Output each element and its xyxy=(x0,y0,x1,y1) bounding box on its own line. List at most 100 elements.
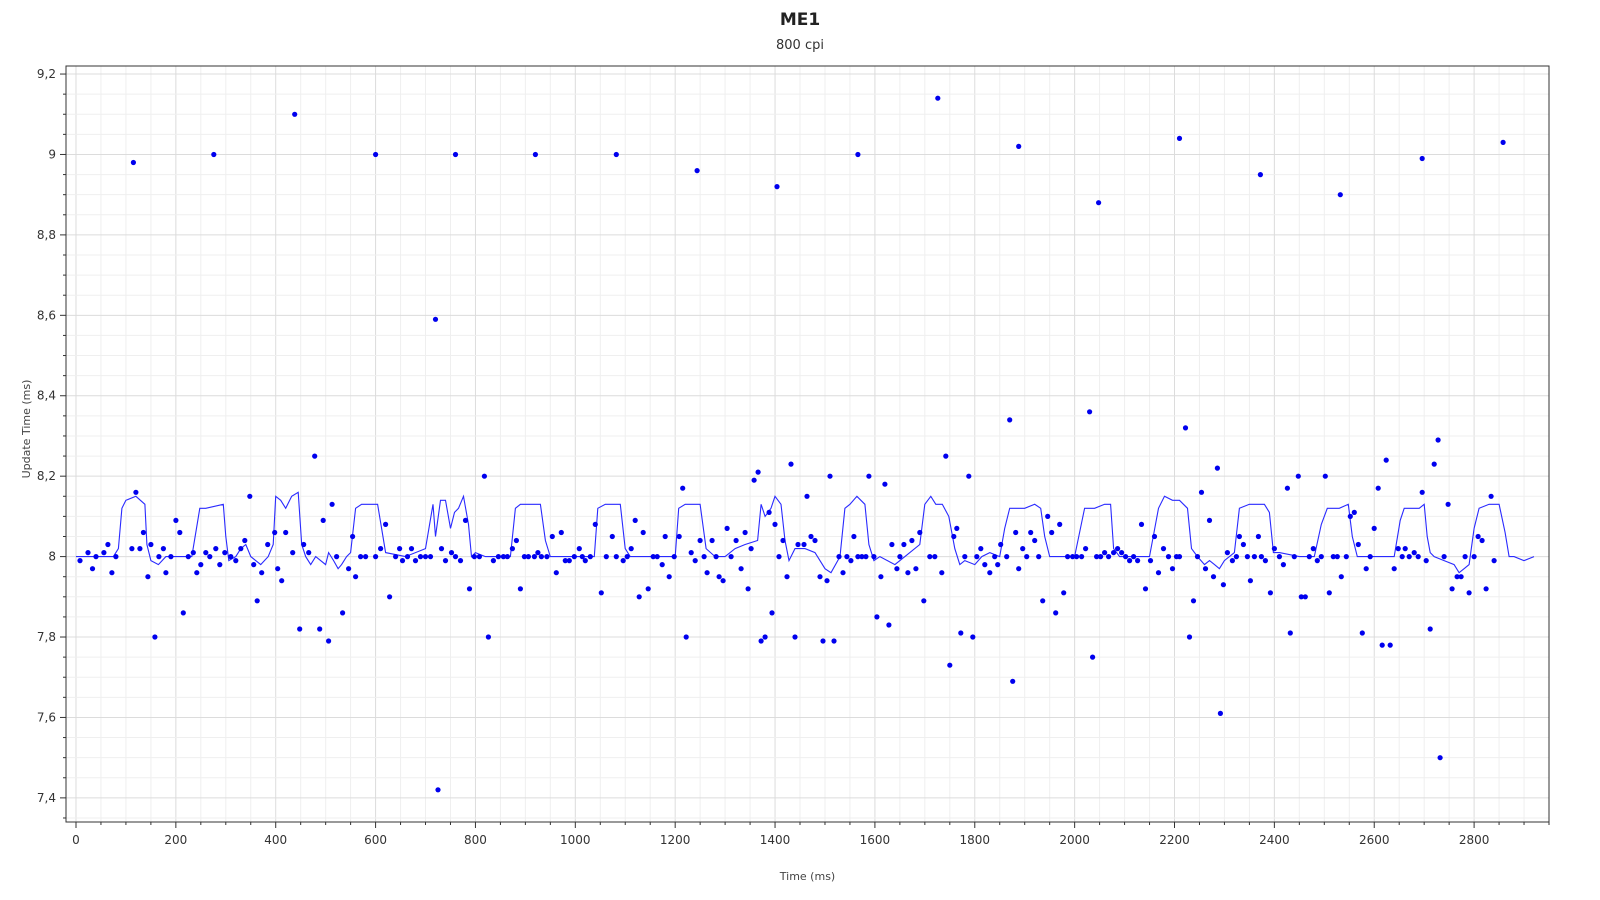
x-tick-label: 2000 xyxy=(1059,833,1090,847)
data-point xyxy=(457,558,464,564)
data-point xyxy=(133,489,139,495)
data-point xyxy=(855,151,861,158)
data-point xyxy=(247,493,253,499)
data-point xyxy=(1070,554,1076,560)
data-point xyxy=(383,521,389,528)
data-point xyxy=(1036,554,1042,560)
data-point xyxy=(1395,546,1401,552)
data-point xyxy=(417,554,424,560)
data-point xyxy=(93,554,99,560)
data-point xyxy=(1198,489,1205,495)
data-point xyxy=(982,562,988,568)
data-point xyxy=(1176,554,1183,560)
data-point xyxy=(1271,546,1277,552)
plot-frame xyxy=(65,65,1550,823)
data-point xyxy=(720,578,726,584)
data-point xyxy=(709,537,715,544)
data-point xyxy=(387,594,393,600)
data-point xyxy=(676,533,682,540)
x-tick-label: 1000 xyxy=(560,833,591,847)
data-point xyxy=(207,554,213,560)
data-point xyxy=(1127,558,1133,564)
data-point xyxy=(801,541,807,548)
data-point xyxy=(613,554,619,560)
data-point xyxy=(152,634,158,640)
data-point xyxy=(1330,554,1336,560)
data-point xyxy=(1135,558,1141,564)
gridlines xyxy=(66,66,1550,822)
data-point xyxy=(1343,554,1349,560)
data-point xyxy=(772,521,778,528)
y-tick-label: 8,2 xyxy=(37,469,56,483)
data-point xyxy=(751,477,757,483)
data-point xyxy=(840,570,846,576)
data-point xyxy=(748,546,754,552)
data-point xyxy=(640,529,646,536)
data-point xyxy=(435,787,441,793)
x-tick-label: 1600 xyxy=(860,833,891,847)
x-tick-label: 400 xyxy=(264,833,287,847)
data-point xyxy=(408,546,415,552)
data-point xyxy=(306,550,312,556)
data-point xyxy=(1471,554,1477,560)
data-point xyxy=(1391,566,1397,572)
data-point xyxy=(654,554,660,560)
data-point xyxy=(1479,537,1485,544)
data-point xyxy=(251,562,257,568)
data-point xyxy=(962,554,968,560)
y-tick-label: 7,6 xyxy=(37,710,56,724)
data-point xyxy=(820,638,826,644)
data-point xyxy=(882,481,888,487)
data-point xyxy=(1267,590,1273,596)
data-point xyxy=(1488,493,1494,499)
data-point xyxy=(334,554,340,560)
data-point xyxy=(1466,590,1472,596)
data-point xyxy=(353,574,359,580)
data-point xyxy=(1258,554,1264,560)
data-point xyxy=(1240,541,1246,548)
data-point xyxy=(1217,710,1223,717)
data-point xyxy=(485,634,491,640)
data-point xyxy=(1284,485,1290,491)
data-point xyxy=(1302,594,1308,600)
data-point xyxy=(452,151,459,158)
data-point xyxy=(1257,172,1263,178)
data-point xyxy=(1010,678,1016,684)
data-point xyxy=(363,554,369,560)
y-tick-label: 8,6 xyxy=(37,308,56,322)
data-point xyxy=(1028,529,1034,536)
data-point xyxy=(140,529,146,536)
data-point xyxy=(905,570,911,576)
data-point xyxy=(521,554,528,560)
data-point xyxy=(688,550,694,556)
data-point xyxy=(495,554,501,560)
data-point xyxy=(970,634,976,640)
data-point xyxy=(1013,529,1019,536)
data-point xyxy=(1155,570,1162,576)
data-point xyxy=(724,525,730,532)
data-point xyxy=(1367,554,1373,560)
data-point xyxy=(1224,550,1230,556)
data-point xyxy=(1214,465,1220,471)
data-point xyxy=(101,550,107,556)
data-point xyxy=(148,541,154,548)
series-layer xyxy=(76,95,1535,793)
data-point xyxy=(373,151,379,158)
data-point xyxy=(312,453,318,459)
data-point xyxy=(598,590,604,596)
data-point xyxy=(422,554,429,560)
data-point xyxy=(1138,521,1145,528)
data-point xyxy=(935,95,941,101)
data-point xyxy=(326,638,332,644)
data-point xyxy=(738,566,744,572)
data-point xyxy=(265,541,271,548)
data-point xyxy=(412,558,419,564)
data-point xyxy=(340,610,346,616)
data-point xyxy=(1437,755,1443,761)
data-point xyxy=(1314,558,1320,564)
data-point xyxy=(666,574,672,580)
data-point xyxy=(1338,574,1344,580)
data-point xyxy=(863,554,869,560)
data-point xyxy=(145,574,151,580)
data-point xyxy=(509,546,515,552)
